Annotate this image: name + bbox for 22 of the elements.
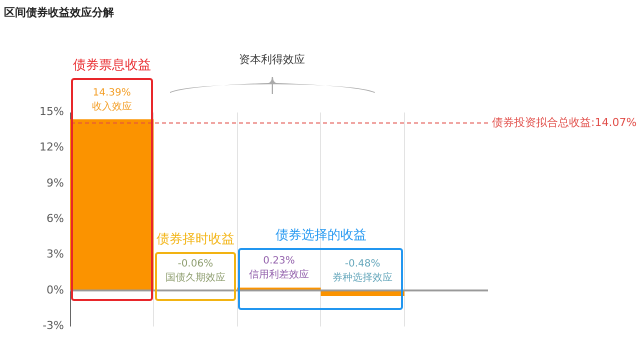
- x-tick-label: 券种选择效应: [332, 271, 393, 284]
- y-tick-label: 9%: [46, 176, 64, 190]
- data-label: -0.06%: [178, 258, 214, 270]
- x-tick-label: 信用利差效应: [249, 268, 309, 281]
- y-tick-label: 3%: [46, 248, 64, 261]
- y-tick-label: 12%: [40, 140, 64, 154]
- data-label: 0.23%: [263, 256, 295, 267]
- ref-line-label: 债券投资拟合总收益:14.07%: [492, 116, 637, 130]
- y-tick-label: 15%: [40, 105, 64, 118]
- x-tick-label: 国债久期效应: [165, 271, 226, 284]
- y-tick-label: -3%: [42, 319, 64, 332]
- bar: [70, 119, 154, 290]
- x-tick-label: 收入效应: [92, 100, 132, 112]
- annotation: 债券择时收益: [156, 231, 234, 248]
- y-tick-label: 0%: [46, 283, 64, 296]
- data-label: -0.48%: [344, 258, 380, 270]
- annotation: 债券选择的收益: [275, 227, 366, 244]
- y-tick-label: 6%: [46, 212, 64, 225]
- text: 债券票息收益: [72, 57, 151, 74]
- chart-title: 区间债券收益效应分解: [4, 5, 114, 20]
- data-label: 14.39%: [92, 87, 131, 98]
- text: 资本利得效应: [239, 52, 305, 67]
